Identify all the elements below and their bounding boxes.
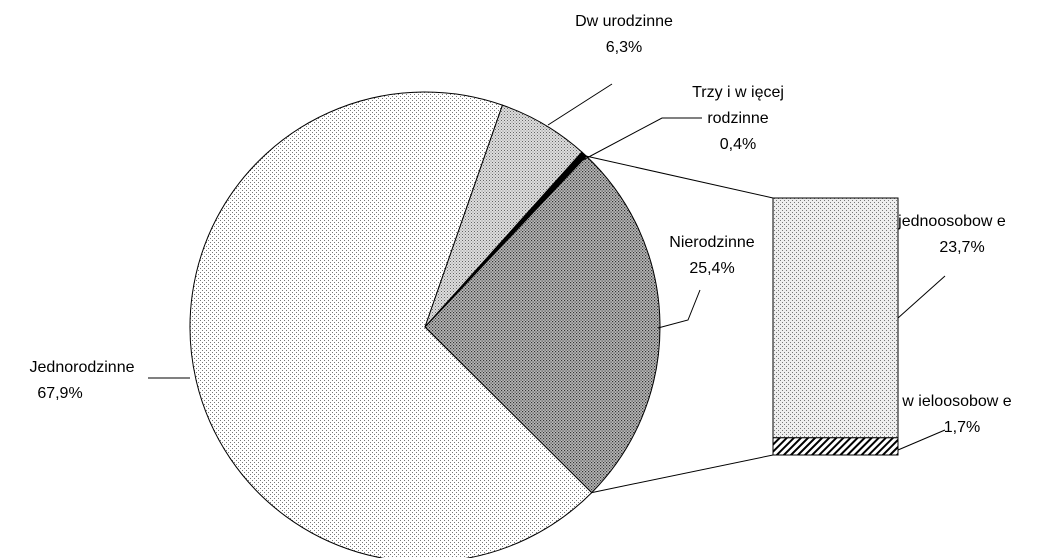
leader-line: [586, 155, 774, 199]
value-label: 67,9%: [37, 385, 83, 402]
value-label: 6,3%: [605, 39, 643, 56]
breakdown-bar: [772, 197, 899, 439]
leader-line: [591, 454, 774, 494]
pie-slice: [189, 91, 593, 558]
leader-line: [897, 275, 946, 319]
breakdown-value-label: 23,7%: [939, 239, 985, 256]
breakdown-bar: [772, 437, 899, 456]
leader-line: [582, 117, 702, 161]
pie-slice: [424, 155, 661, 494]
leader-line: [657, 289, 701, 329]
category-label: Dw urodzinne: [575, 13, 673, 30]
category-label: Trzy i w ięcej rodzinne: [692, 84, 784, 127]
category-label: Nierodzinne: [669, 234, 755, 251]
value-label: 0,4%: [719, 136, 757, 153]
breakdown-value-label: 1,7%: [943, 419, 981, 436]
leader-line: [897, 429, 946, 451]
category-label: Jednorodzinne: [29, 359, 135, 376]
value-label: 25,4%: [689, 260, 735, 277]
breakdown-label: w ieloosobow e: [902, 393, 1012, 410]
leader-line: [547, 83, 613, 126]
breakdown-label: jednoosobow e: [898, 213, 1006, 230]
